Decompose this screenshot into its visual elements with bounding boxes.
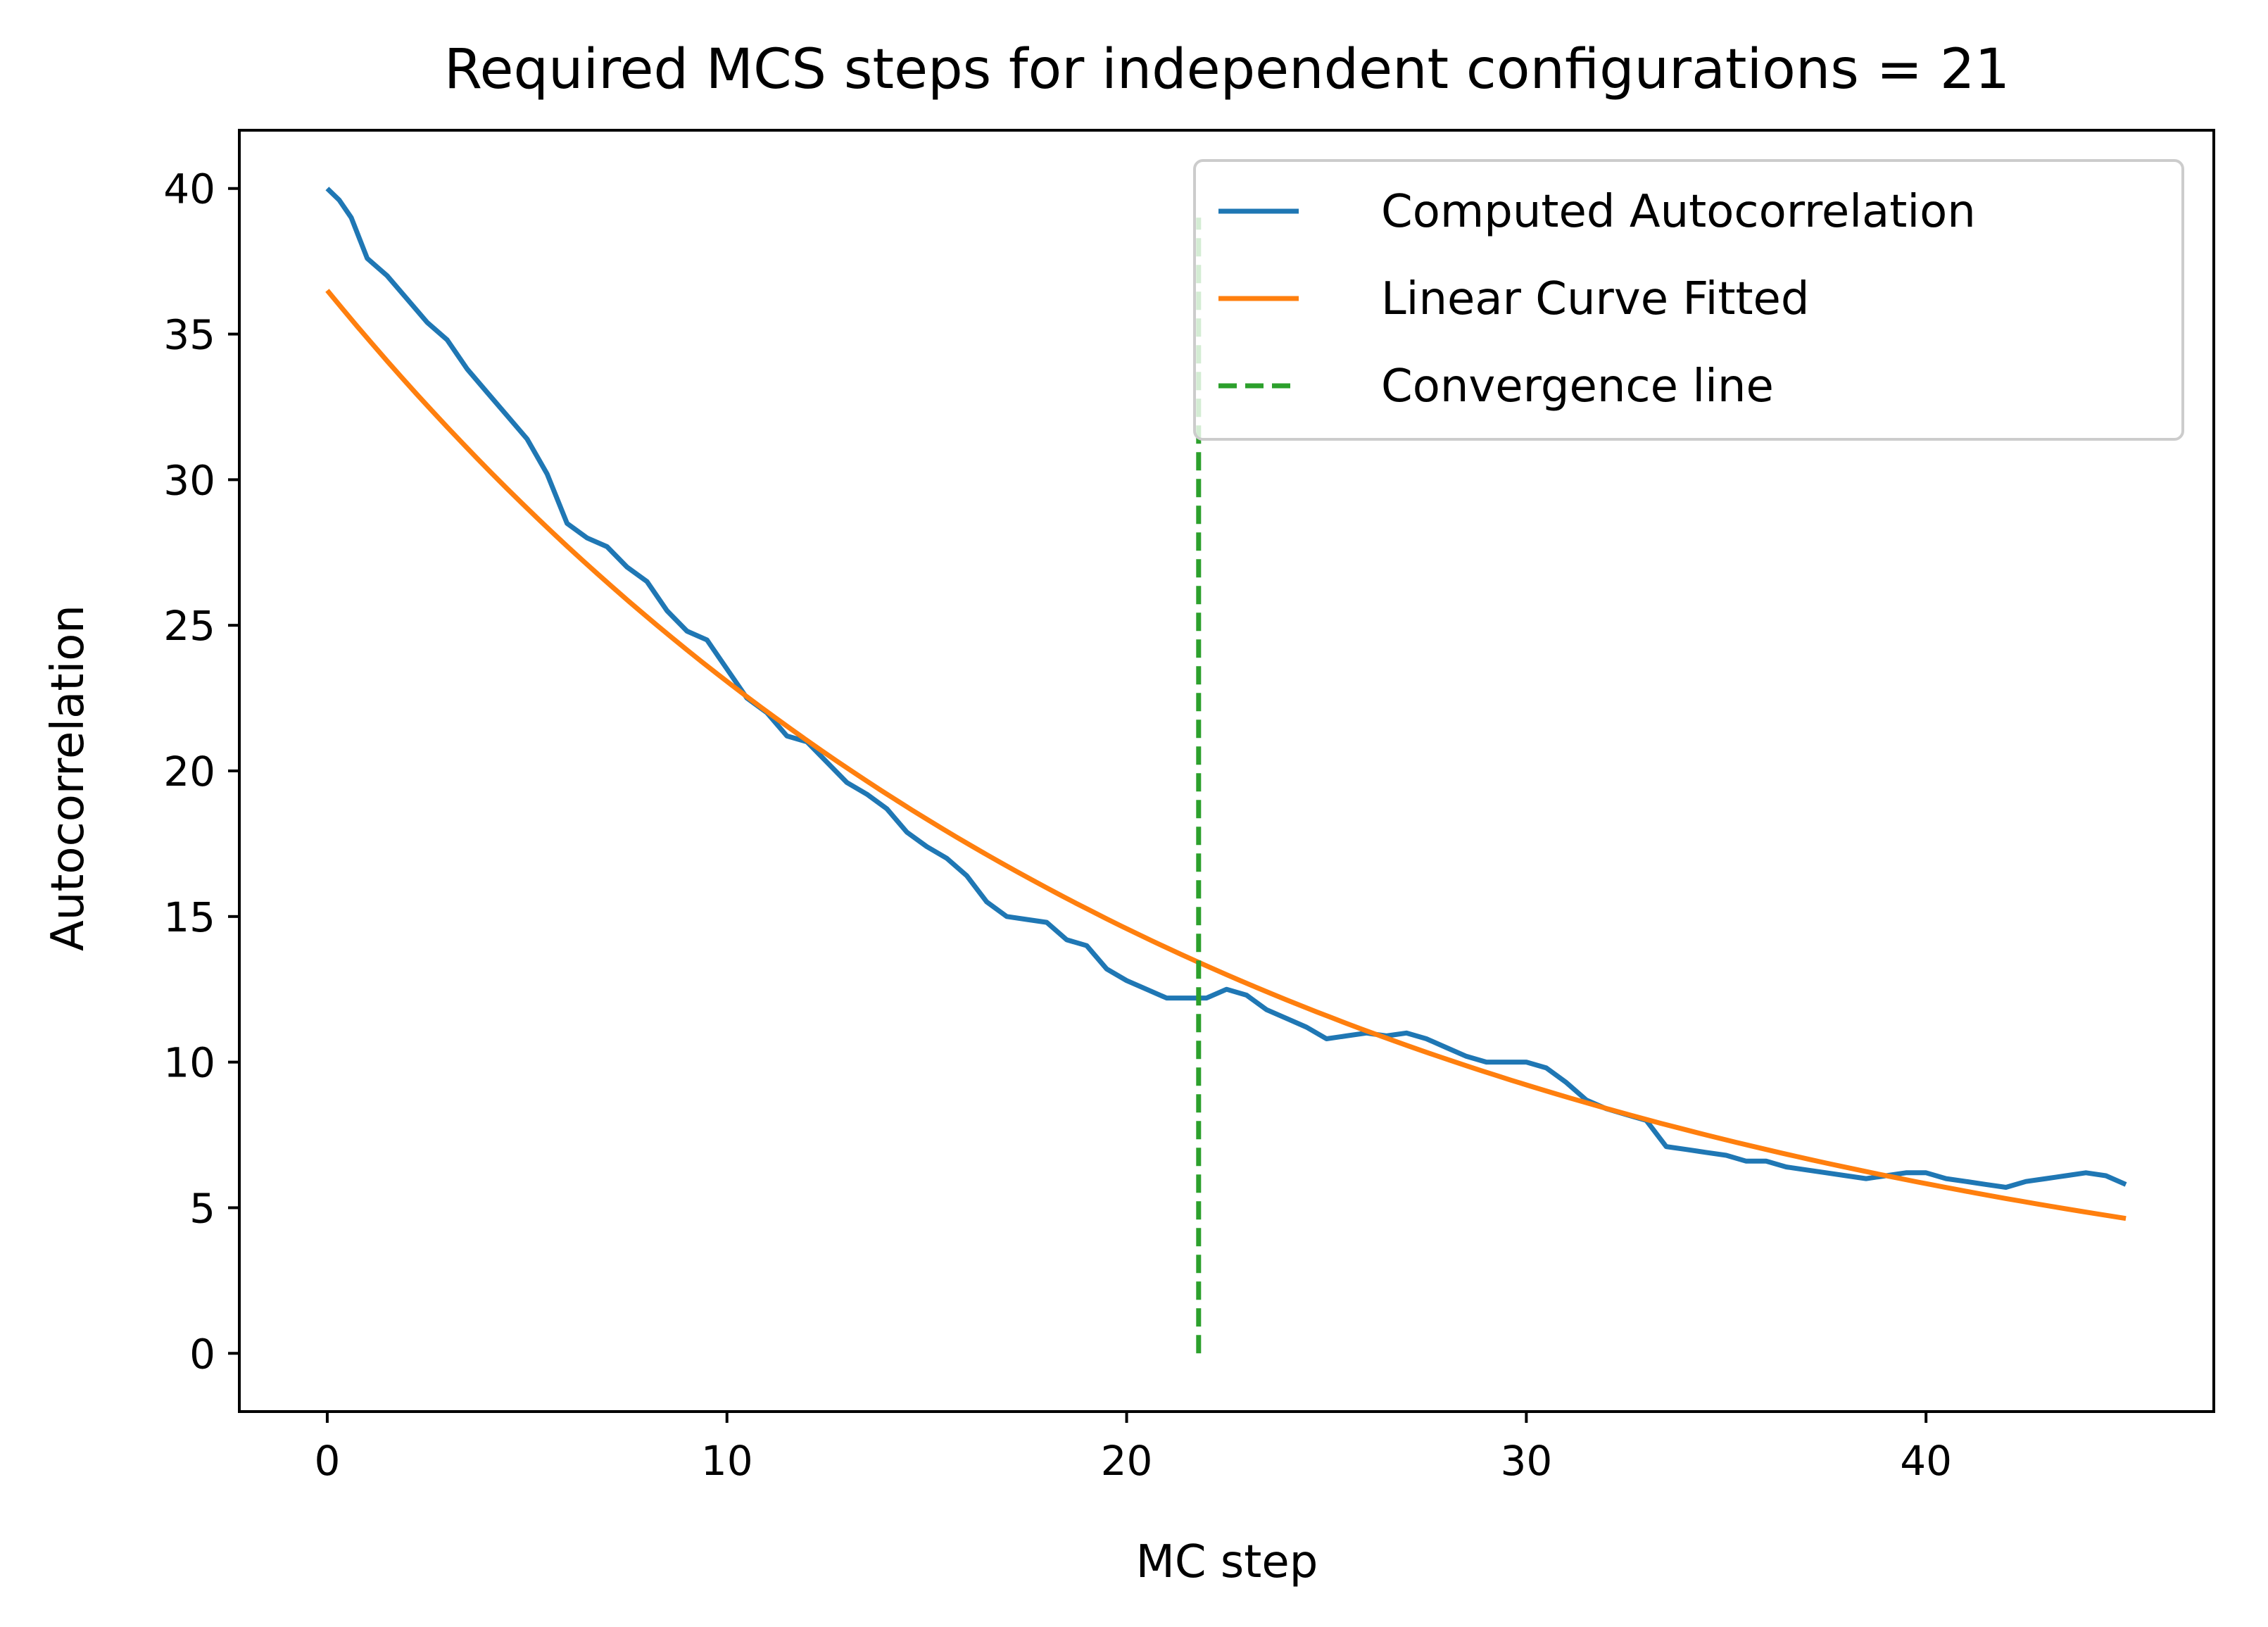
y-axis-ticks: 0 5 10 15 20 25 30 35 40 [163,165,239,1378]
x-tick-label: 0 [314,1437,340,1485]
series-line-2 [325,289,2127,1221]
legend-label-2: Linear Curve Fitted [1381,273,1810,325]
y-tick-label: 30 [163,456,215,504]
x-tick-label: 20 [1101,1437,1153,1485]
y-tick-label: 40 [163,165,215,213]
y-tick-label: 25 [163,602,215,650]
y-axis-label: Autocorrelation [42,605,94,951]
series-line-1 [325,187,2127,1190]
x-axis-ticks: 0 10 20 30 40 [314,1412,1952,1485]
legend: Computed Autocorrelation Linear Curve Fit… [1193,159,2184,441]
x-tick-label: 10 [701,1437,753,1485]
y-tick-label: 35 [163,311,215,359]
y-tick-label: 15 [163,893,215,941]
y-tick-label: 20 [163,748,215,796]
y-tick-label: 0 [189,1330,215,1378]
legend-box [1193,159,2184,441]
x-tick-label: 40 [1900,1437,1952,1485]
legend-label-1: Computed Autocorrelation [1381,186,1976,238]
legend-label-3: Convergence line [1381,360,1774,413]
x-tick-label: 30 [1500,1437,1552,1485]
chart-title: Required MCS steps for independent confi… [444,38,2010,101]
x-axis-label: MC step [1136,1536,1318,1588]
y-tick-label: 10 [163,1039,215,1087]
y-tick-label: 5 [189,1184,215,1232]
